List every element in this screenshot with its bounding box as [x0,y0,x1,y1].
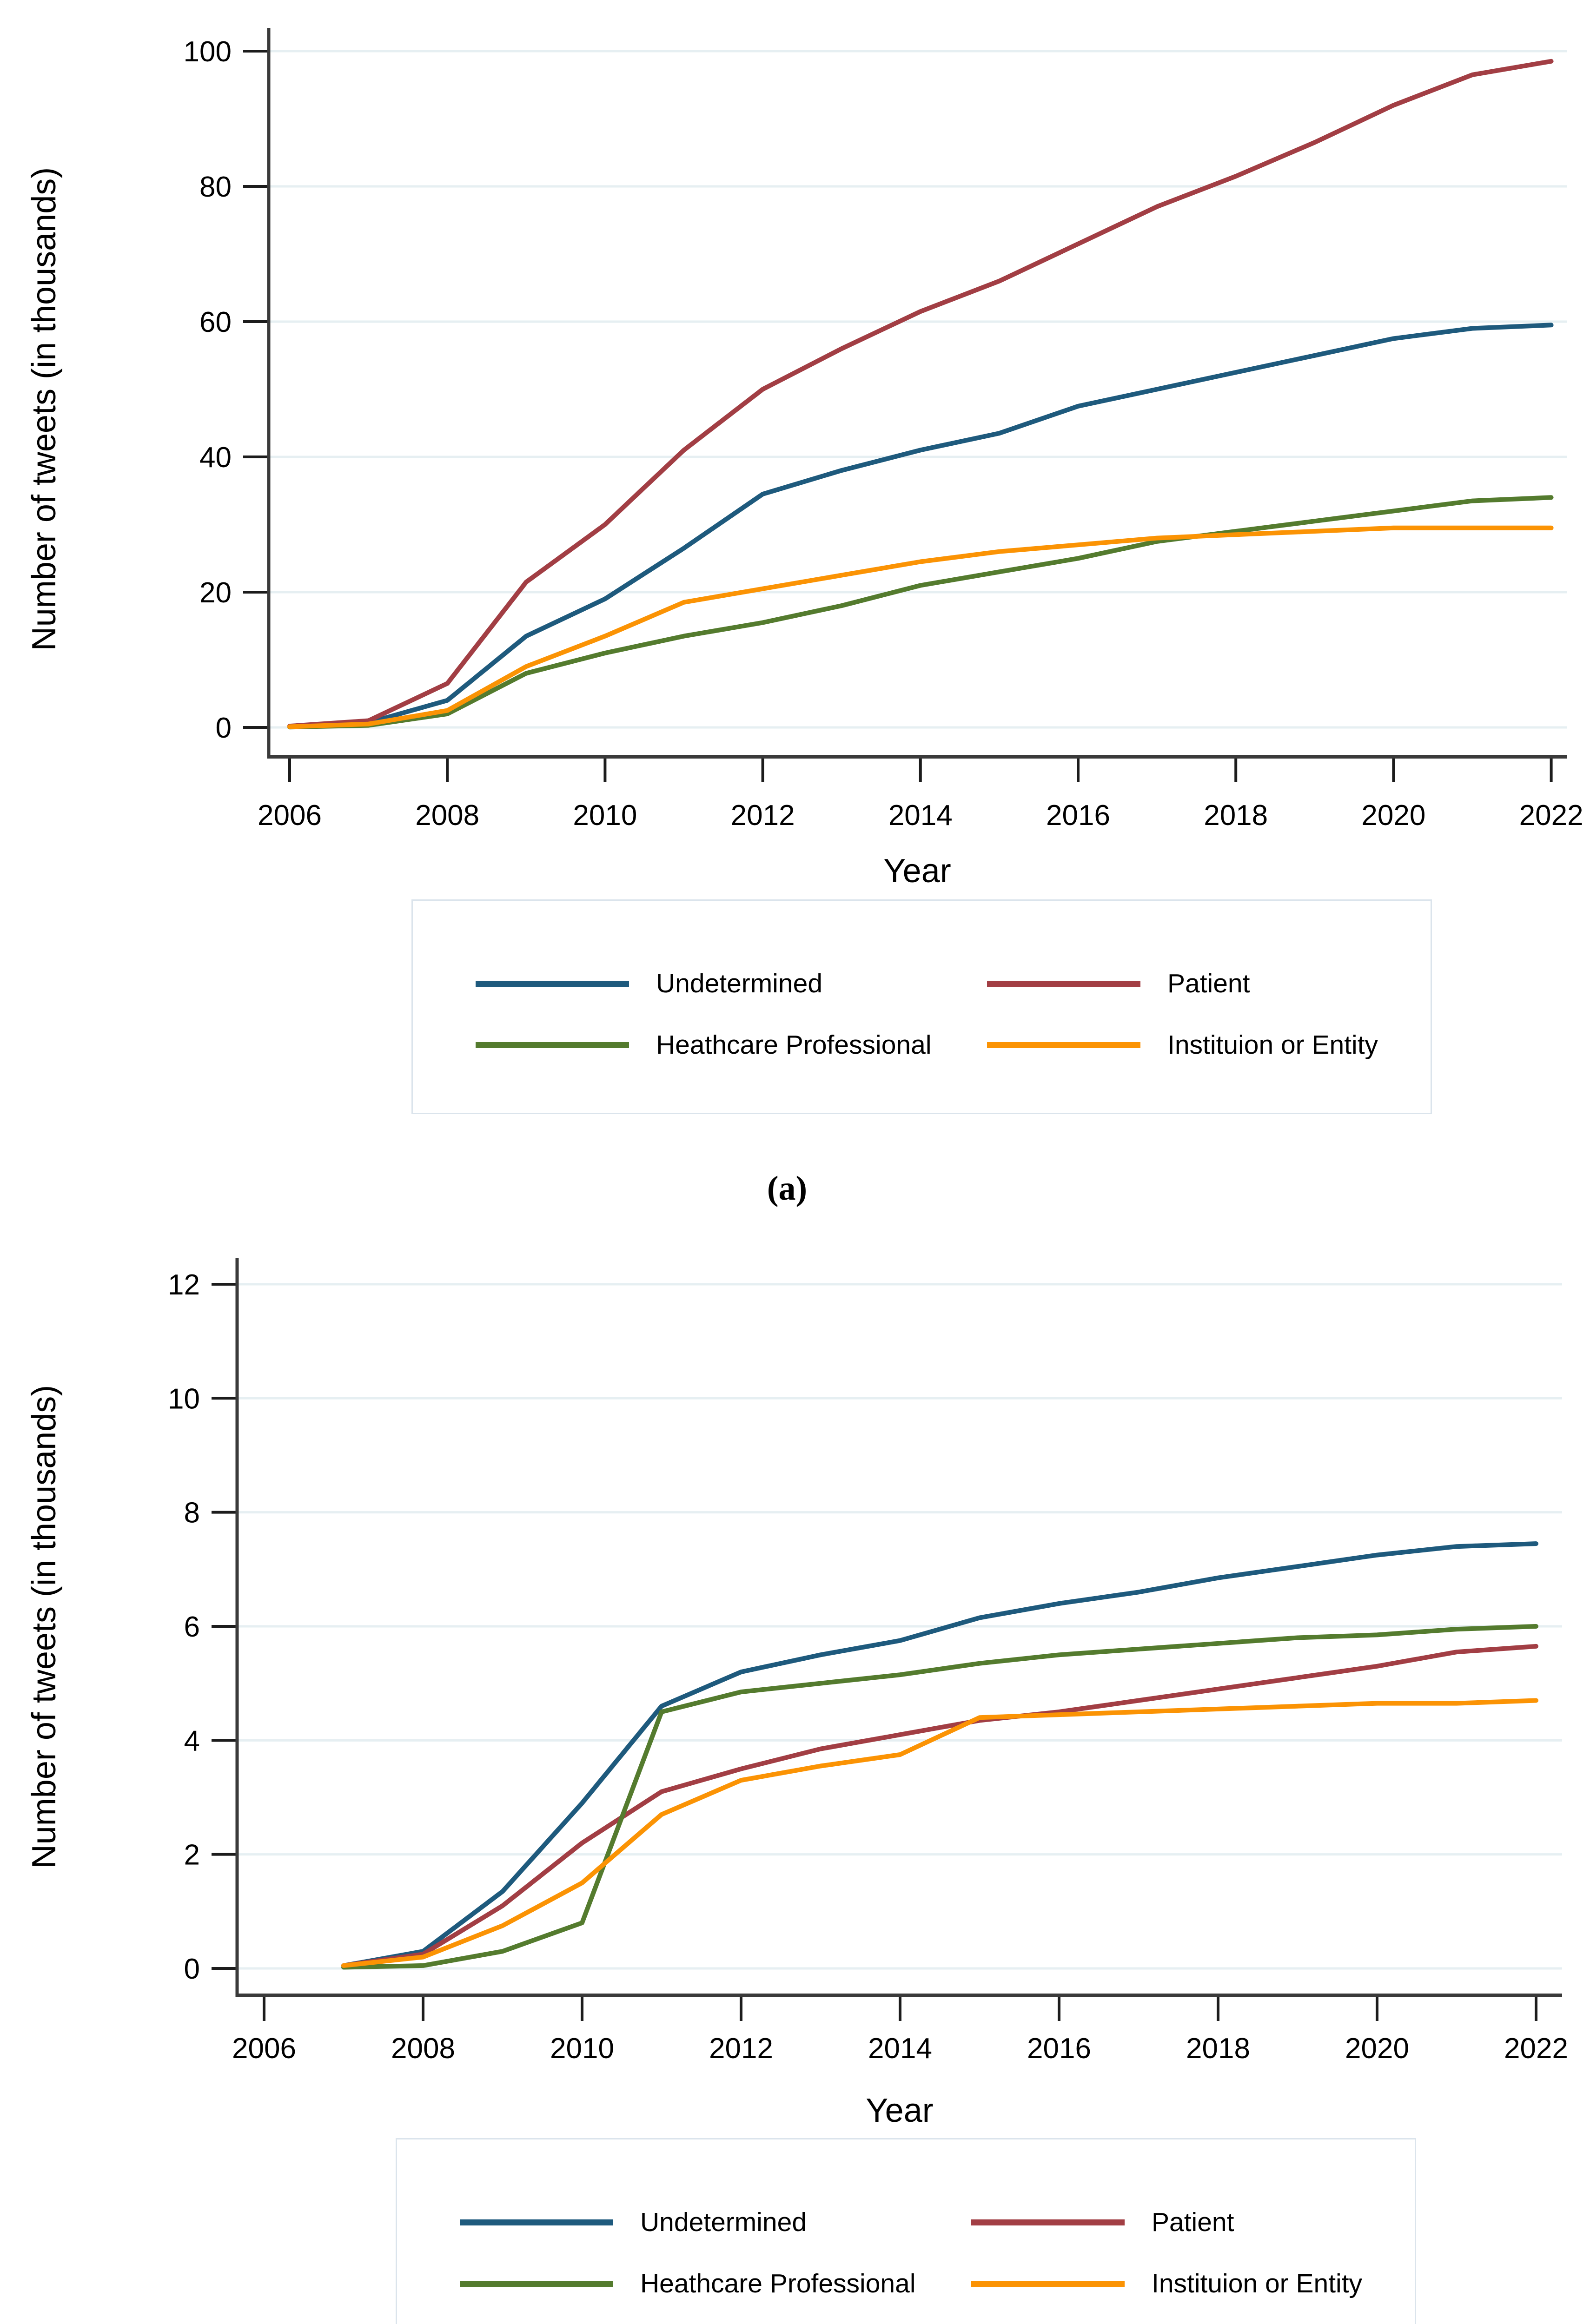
chart-b-plot-canvas: 0 2 4 6 8 10 12 2006 2008 2010 2012 2014 2016 2018 202… [168,1258,1568,2065]
legend-line-swatch-undetermined [476,980,629,987]
y-tick-label: 12 [168,1269,200,1301]
legend-line-swatch-healthcare-professional [460,2280,613,2287]
x-tick-label: 2020 [1361,799,1425,832]
x-tick-label: 2018 [1204,799,1268,832]
chart-a-caption: (a) [767,1169,808,1208]
y-tick-label: 4 [184,1725,200,1757]
x-tick-label: 2018 [1186,2033,1250,2065]
legend-item: Patient [971,2206,1415,2238]
legend-item: Heathcare Professional [460,2267,971,2300]
legend-item: Undetermined [460,2206,971,2238]
legend-item: Heathcare Professional [476,1029,987,1061]
legend-label: Undetermined [640,2207,807,2237]
legend-item: Undetermined [476,967,987,1000]
series-line-instituion-or-entity [287,525,1554,729]
legend-line-swatch-undetermined [460,2219,613,2225]
legend-label: Patient [1152,2207,1234,2237]
y-tick-label: 40 [199,442,232,474]
series-line-undetermined [341,1541,1538,1968]
x-tick-label: 2010 [550,2033,614,2065]
legend-label: Undetermined [656,969,823,998]
x-tick-label: 2016 [1027,2033,1091,2065]
x-tick-label: 2022 [1519,799,1583,832]
x-tick-label: 2006 [258,799,322,832]
legend-label: Heathcare Professional [656,1030,932,1060]
chart-a-legend: Undetermined Patient Heathcare Professio… [411,899,1432,1114]
x-tick-label: 2016 [1046,799,1110,832]
legend-item: Instituion or Entity [971,2267,1415,2300]
chart-b-y-axis-title: Number of tweets (in thousands) [26,1385,63,1869]
y-tick-label: 0 [184,1953,200,1985]
series-line-heathcare-professional [287,495,1554,730]
chart-a-plot-canvas: 0 20 40 60 80 100 2006 2008 2010 2012 2014 2016 2018… [184,28,1583,832]
y-tick-label: 80 [199,171,232,203]
legend-line-swatch-institution-or-entity [987,1042,1140,1048]
legend-line-swatch-patient [971,2219,1125,2225]
legend-label: Instituion or Entity [1152,2269,1363,2298]
y-tick-label: 2 [184,1839,200,1871]
y-tick-label: 8 [184,1497,200,1529]
x-tick-label: 2008 [391,2033,455,2065]
x-tick-label: 2006 [232,2033,296,2065]
series-line-undetermined [287,323,1554,729]
x-tick-label: 2014 [888,799,953,832]
x-tick-label: 2008 [415,799,479,832]
series-line-heathcare-professional [341,1624,1538,1970]
x-tick-label: 2010 [573,799,637,832]
chart-b-legend: Undetermined Patient Heathcare Professio… [396,2138,1416,2324]
x-tick-label: 2022 [1504,2033,1568,2065]
legend-label: Patient [1167,969,1250,998]
y-tick-label: 10 [168,1383,200,1415]
legend-line-swatch-patient [987,980,1140,987]
legend-line-swatch-healthcare-professional [476,1042,629,1048]
y-tick-label: 100 [184,36,232,68]
x-tick-label: 2020 [1345,2033,1409,2065]
series-line-patient [287,59,1554,729]
series-line-patient [341,1644,1538,1968]
x-tick-label: 2014 [868,2033,932,2065]
chart-a-y-axis-title: Number of tweets (in thousands) [26,167,63,651]
legend-label: Heathcare Professional [640,2269,916,2298]
x-tick-label: 2012 [731,799,795,832]
legend-item: Patient [987,967,1431,1000]
legend-item: Instituion or Entity [987,1029,1431,1061]
series-line-instituion-or-entity [341,1698,1538,1968]
x-tick-label: 2012 [709,2033,773,2065]
chart-b-x-axis-title: Year [866,2092,934,2129]
figure-b: 0 2 4 6 8 10 12 2006 2008 2010 2012 2014 2016 2018 202… [0,1208,1590,2324]
legend-label: Instituion or Entity [1167,1030,1378,1060]
legend-line-swatch-institution-or-entity [971,2280,1125,2287]
y-tick-label: 60 [199,306,232,338]
y-tick-label: 20 [199,577,232,609]
y-tick-label: 0 [216,712,232,744]
chart-a-x-axis-title: Year [883,852,951,890]
figure-a: 0 20 40 60 80 100 2006 2008 2010 2012 2014 2016 2018… [26,28,1583,1208]
y-tick-label: 6 [184,1611,200,1643]
